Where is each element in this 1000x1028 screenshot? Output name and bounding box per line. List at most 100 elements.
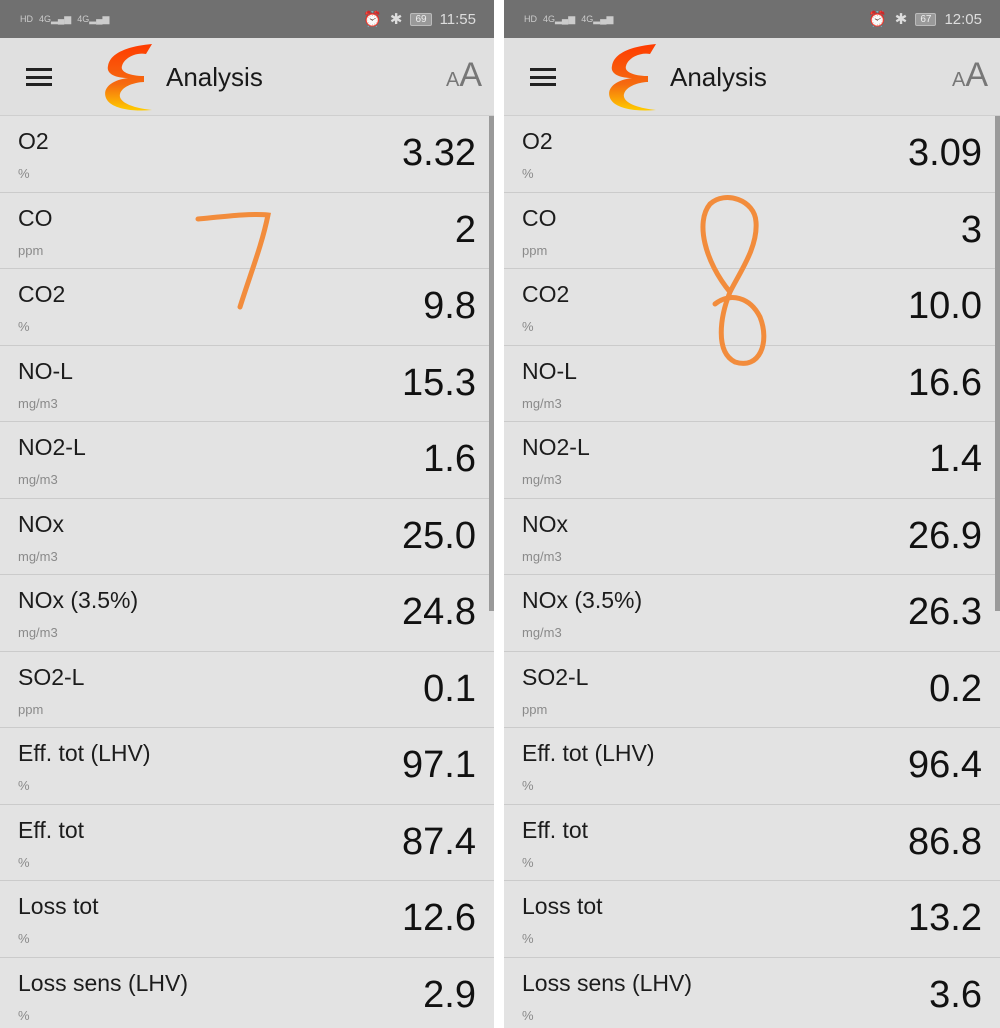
measurement-value: 9.8 — [423, 285, 476, 327]
status-bar: HD 4G▂▄▆ 4G▂▄▆ ⏰ ✱ 67 12:05 — [504, 0, 1000, 38]
measurement-row[interactable]: Loss tot% 12.6 — [0, 881, 494, 958]
measurement-value: 3.6 — [929, 973, 982, 1016]
measurement-row[interactable]: NOx mg/m3 25.0 — [0, 499, 494, 575]
measurement-value: 1.6 — [423, 438, 476, 480]
measurement-label: NO2-L — [18, 434, 86, 460]
measurement-row[interactable]: O2% 3.32 — [0, 116, 494, 193]
measurement-row[interactable]: Eff. tot% 86.8 — [504, 805, 1000, 881]
measurement-value: 10.0 — [908, 285, 982, 327]
measurement-value: 12.6 — [402, 897, 476, 939]
measurement-unit: % — [18, 778, 30, 793]
measurement-label: NOx — [18, 510, 64, 537]
measurement-unit: mg/m3 — [18, 395, 58, 411]
measurement-list: O2% 3.09 CO ppm 3 CO2% 10.0 NO-L mg/m3 16.6 NO2-L m… — [504, 116, 1000, 1028]
measurement-label: SO2-L — [522, 663, 589, 690]
measurement-unit: mg/m3 — [18, 548, 58, 564]
measurement-unit: % — [18, 1007, 30, 1023]
measurement-label: CO2 — [18, 281, 66, 307]
measurement-unit: mg/m3 — [522, 625, 562, 640]
measurement-unit: mg/m3 — [522, 472, 562, 487]
screenshot-panel-left: HD 4G▂▄▆ 4G▂▄▆ ⏰ ✱ 69 11:55 Analysis AA … — [0, 0, 494, 1028]
measurement-row[interactable]: Eff. tot% 87.4 — [0, 805, 494, 881]
font-size-button[interactable]: AA — [445, 56, 482, 94]
measurement-row[interactable]: NO-L mg/m3 15.3 — [0, 346, 494, 422]
battery-indicator: 69 — [410, 12, 432, 26]
scrollbar[interactable] — [995, 116, 1000, 611]
measurement-row[interactable]: Loss tot% 13.2 — [504, 881, 1000, 958]
measurement-value: 2.9 — [423, 973, 476, 1016]
measurement-label: Loss sens (LHV) — [18, 969, 189, 996]
measurement-unit: % — [522, 931, 534, 946]
status-left-icons: HD 4G▂▄▆ 4G▂▄▆ — [20, 14, 109, 25]
measurement-row[interactable]: SO2-L ppm 0.1 — [0, 652, 494, 728]
measurement-row[interactable]: NOx mg/m3 26.9 — [504, 499, 1000, 575]
bluetooth-icon: ✱ — [389, 11, 403, 28]
measurement-unit: % — [18, 931, 30, 946]
app-bar: Analysis AA — [504, 38, 1000, 116]
measurement-value: 0.2 — [929, 667, 982, 710]
measurement-row[interactable]: Loss sens (LHV)% 3.6 — [504, 958, 1000, 1028]
measurement-value: 13.2 — [908, 897, 982, 939]
measurement-unit: % — [522, 854, 534, 870]
measurement-label: Eff. tot — [522, 816, 589, 843]
signal-icon: 4G▂▄▆ — [581, 13, 614, 24]
measurement-value: 3.32 — [402, 132, 476, 174]
measurement-label: Eff. tot (LHV) — [18, 740, 151, 766]
measurement-unit: ppm — [18, 701, 44, 717]
bluetooth-icon: ✱ — [894, 11, 908, 28]
measurement-label: NO2-L — [522, 434, 590, 460]
logo-icon — [105, 44, 152, 111]
measurement-row[interactable]: NO2-L mg/m3 1.6 — [0, 422, 494, 499]
font-size-button[interactable]: AA — [951, 56, 988, 94]
measurement-row[interactable]: O2% 3.09 — [504, 116, 1000, 193]
signal-icon: 4G▂▄▆ — [77, 13, 110, 24]
measurement-label: Loss tot — [18, 893, 99, 919]
hamburger-menu-icon[interactable] — [26, 68, 52, 86]
measurement-value: 3 — [960, 208, 982, 251]
measurement-row[interactable]: NO2-L mg/m3 1.4 — [504, 422, 1000, 499]
hd-icon: HD — [524, 14, 537, 24]
measurement-row[interactable]: NO-L mg/m3 16.6 — [504, 346, 1000, 422]
battery-indicator: 67 — [915, 12, 937, 26]
measurement-value: 0.1 — [423, 667, 476, 710]
measurement-row[interactable]: CO2% 10.0 — [504, 269, 1000, 346]
measurement-row[interactable]: NOx (3.5%) mg/m3 24.8 — [0, 575, 494, 652]
measurement-value: 26.3 — [908, 591, 982, 633]
measurement-value: 16.6 — [908, 361, 982, 404]
measurement-label: CO — [18, 204, 53, 231]
measurement-unit: ppm — [522, 701, 548, 717]
alarm-icon: ⏰ — [363, 11, 382, 28]
measurement-value: 2 — [454, 208, 476, 251]
status-left-icons: HD 4G▂▄▆ 4G▂▄▆ — [524, 14, 613, 25]
scrollbar[interactable] — [489, 116, 494, 611]
measurement-unit: mg/m3 — [522, 548, 562, 564]
measurement-value: 1.4 — [929, 438, 982, 480]
measurement-unit: mg/m3 — [522, 395, 562, 411]
measurement-unit: % — [18, 319, 30, 334]
measurement-label: O2 — [522, 128, 553, 154]
measurement-row[interactable]: CO ppm 3 — [504, 193, 1000, 269]
signal-icon: 4G▂▄▆ — [543, 13, 576, 24]
measurement-value: 26.9 — [908, 514, 982, 557]
measurement-value: 15.3 — [402, 361, 476, 404]
measurement-unit: % — [18, 166, 30, 181]
measurement-row[interactable]: SO2-L ppm 0.2 — [504, 652, 1000, 728]
measurement-value: 3.09 — [908, 132, 982, 174]
measurement-row[interactable]: NOx (3.5%) mg/m3 26.3 — [504, 575, 1000, 652]
measurement-label: O2 — [18, 128, 49, 154]
clock: 11:55 — [439, 10, 476, 28]
measurement-row[interactable]: Eff. tot (LHV)% 96.4 — [504, 728, 1000, 805]
measurement-value: 87.4 — [402, 820, 476, 863]
measurement-unit: % — [522, 166, 534, 181]
logo-icon — [609, 44, 656, 111]
measurement-row[interactable]: Loss sens (LHV)% 2.9 — [0, 958, 494, 1028]
hd-icon: HD — [20, 14, 33, 24]
page-title: Analysis — [670, 62, 767, 92]
measurement-unit: % — [522, 319, 534, 334]
measurement-row[interactable]: CO2% 9.8 — [0, 269, 494, 346]
measurement-row[interactable]: Eff. tot (LHV)% 97.1 — [0, 728, 494, 805]
measurement-label: CO — [522, 204, 557, 231]
measurement-row[interactable]: CO ppm 2 — [0, 193, 494, 269]
hamburger-menu-icon[interactable] — [530, 68, 556, 86]
measurement-label: Loss tot — [522, 893, 603, 919]
